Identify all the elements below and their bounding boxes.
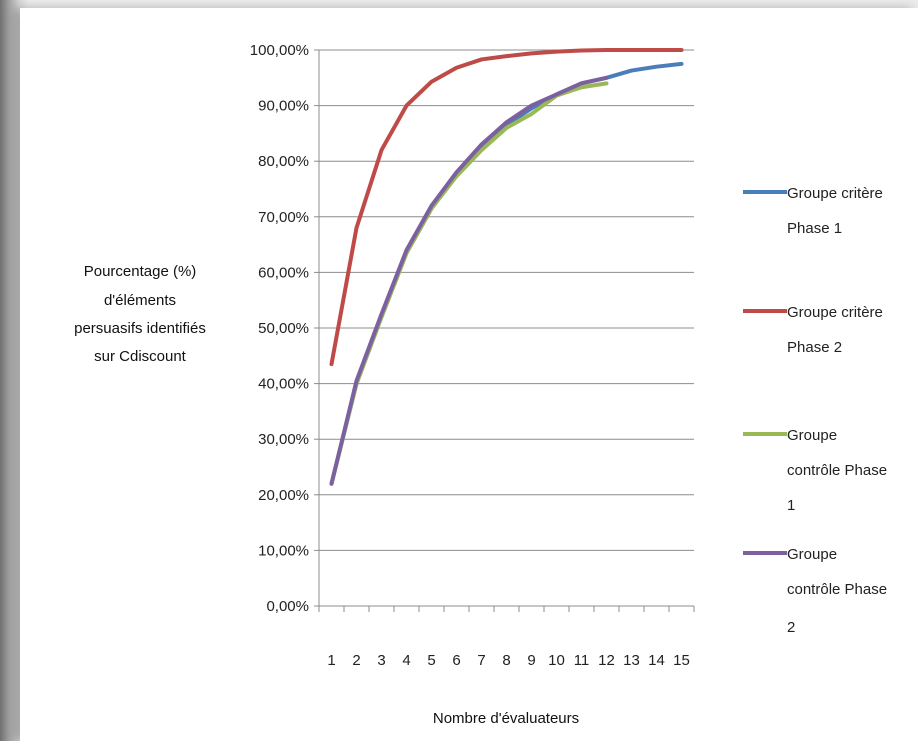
x-tick-label: 8 — [502, 652, 510, 669]
gridlines — [319, 49, 694, 551]
legend-label: 2 — [787, 619, 795, 636]
series-line — [329, 81, 609, 486]
x-tick-label: 4 — [402, 652, 410, 669]
y-tick-label: 50,00% — [258, 320, 309, 337]
y-axis-title-line: sur Cdiscount — [94, 348, 187, 365]
legend-item-groupe-critere-phase-2: Groupe critère Phase 2 — [743, 304, 883, 356]
x-tick-label: 14 — [648, 652, 665, 669]
x-tick-label: 2 — [352, 652, 360, 669]
y-tick-label: 10,00% — [258, 542, 309, 559]
legend-label: 1 — [787, 497, 795, 514]
x-tick-label: 6 — [452, 652, 460, 669]
x-tick-labels: 1 2 3 4 5 6 7 8 9 10 11 12 13 14 15 — [327, 652, 690, 669]
legend-label: contrôle Phase — [787, 581, 887, 598]
x-axis-title: Nombre d'évaluateurs — [433, 710, 579, 727]
y-axis-title-line: Pourcentage (%) — [84, 263, 197, 280]
y-axis-title-line: persuasifs identifiés — [74, 320, 206, 337]
y-axis-title-line: d'éléments — [104, 292, 176, 309]
legend-label: Groupe critère — [787, 185, 883, 202]
y-tick-label: 20,00% — [258, 487, 309, 504]
x-tick-label: 9 — [527, 652, 535, 669]
y-tick-label: 90,00% — [258, 98, 309, 115]
legend-item-groupe-controle-phase-1: Groupe contrôle Phase 1 — [743, 427, 887, 514]
x-tick-label: 1 — [327, 652, 335, 669]
y-tick-label: 0,00% — [266, 598, 309, 615]
x-tick-label: 3 — [377, 652, 385, 669]
legend: Groupe critère Phase 1 Groupe critère Ph… — [743, 185, 887, 636]
y-tick-label: 80,00% — [258, 153, 309, 170]
legend-item-groupe-critere-phase-1: Groupe critère Phase 1 — [743, 185, 883, 237]
legend-item-groupe-controle-phase-2: Groupe contrôle Phase 2 — [743, 546, 887, 636]
x-tick-label: 10 — [548, 652, 565, 669]
x-tick-label: 11 — [574, 652, 590, 669]
legend-label: Phase 2 — [787, 339, 842, 356]
y-axis-title: Pourcentage (%) d'éléments persuasifs id… — [74, 263, 206, 365]
y-tick-label: 30,00% — [258, 431, 309, 448]
legend-label: Groupe critère — [787, 304, 883, 321]
x-tick-label: 7 — [477, 652, 485, 669]
y-tick-label: 70,00% — [258, 209, 309, 226]
series-lines — [329, 48, 684, 486]
legend-label: Phase 1 — [787, 220, 842, 237]
x-tick-label: 12 — [598, 652, 615, 669]
x-tick-label: 15 — [673, 652, 690, 669]
y-tick-labels: 0,00% 10,00% 20,00% 30,00% 40,00% 50,00% 60,00… — [250, 42, 309, 615]
x-tick-label: 5 — [427, 652, 435, 669]
x-tick-label: 13 — [623, 652, 640, 669]
chart-panel — [20, 8, 918, 741]
y-tick-label: 40,00% — [258, 376, 309, 393]
legend-label: Groupe — [787, 427, 837, 444]
y-tick-label: 60,00% — [258, 264, 309, 281]
series-line — [329, 48, 684, 367]
y-tick-label: 100,00% — [250, 42, 309, 59]
legend-label: contrôle Phase — [787, 462, 887, 479]
series-line — [329, 75, 609, 486]
legend-label: Groupe — [787, 546, 837, 563]
axes — [314, 49, 695, 612]
